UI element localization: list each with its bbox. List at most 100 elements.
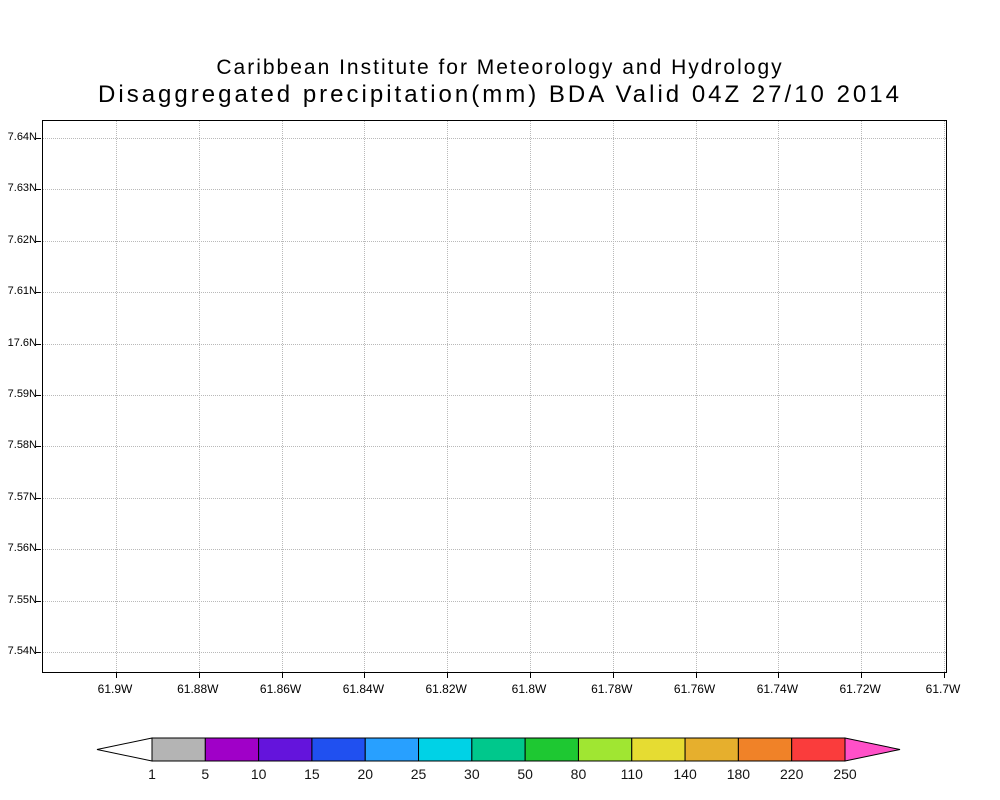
gridline-vertical <box>861 121 863 672</box>
gridline-horizontal <box>43 189 946 191</box>
colorbar-segment <box>364 737 420 762</box>
x-axis-tick-label: 61.72W <box>839 682 881 696</box>
colorbar-segment <box>737 737 793 762</box>
chart-subtitle: Disaggregated precipitation(mm) BDA Vali… <box>98 81 902 108</box>
colorbar-level-label: 5 <box>201 766 209 782</box>
colorbar-level-label: 30 <box>464 766 480 782</box>
colorbar-segment <box>471 737 526 762</box>
colorbar-level-label: 180 <box>727 766 751 782</box>
gridline-horizontal <box>43 138 946 139</box>
colorbar-level-label: 15 <box>304 766 320 782</box>
colorbar-level-label: 140 <box>673 766 697 782</box>
gridline-horizontal <box>43 395 946 396</box>
colorbar: 1 5 10 15 20 25 30 50 80 110 140 180 220 250 <box>96 737 901 782</box>
y-tick-mark <box>36 497 41 499</box>
colorbar-segment <box>577 737 633 762</box>
y-axis-tick-label: 7.58N <box>7 439 37 452</box>
gridline-horizontal <box>43 600 946 602</box>
y-tick-mark <box>36 549 41 551</box>
colorbar-segment <box>524 737 579 762</box>
x-axis-tick-label: 61.84W <box>342 682 385 696</box>
colorbar-level-label: 220 <box>780 766 804 782</box>
y-axis-tick-label: 7.62N <box>7 233 37 246</box>
y-tick-mark <box>36 600 41 602</box>
y-tick-mark <box>36 240 41 242</box>
gridline-vertical <box>447 121 449 672</box>
gridline-vertical <box>116 121 117 672</box>
y-axis-tick-label: 17.6N <box>7 336 37 349</box>
y-tick-mark <box>36 189 41 191</box>
colorbar-level-label: 250 <box>833 766 857 782</box>
colorbar-level-label: 25 <box>411 766 427 782</box>
x-axis-tick-label: 61.88W <box>177 682 219 696</box>
x-axis-tick-label: 61.9W <box>97 682 133 696</box>
y-tick-mark <box>36 446 41 448</box>
x-tick-mark <box>695 673 697 678</box>
gridline-vertical <box>364 121 366 672</box>
gridline-vertical <box>281 121 283 672</box>
x-tick-mark <box>281 673 283 678</box>
y-axis-tick-label: 7.61N <box>7 285 37 298</box>
y-tick-mark <box>36 343 41 345</box>
y-axis-tick-label: 7.56N <box>7 542 37 555</box>
x-tick-mark <box>612 673 614 678</box>
gridline-horizontal <box>43 343 946 345</box>
colorbar-underflow-arrow <box>96 737 153 762</box>
colorbar-level-label: 110 <box>621 766 644 782</box>
chart-title: Caribbean Institute for Meteorology and … <box>216 56 784 79</box>
y-tick-mark <box>36 138 41 139</box>
x-tick-mark <box>861 673 863 678</box>
y-tick-mark <box>36 652 41 653</box>
gridline-horizontal <box>43 652 946 653</box>
y-axis-tick-label: 7.54N <box>7 645 37 657</box>
gridline-vertical <box>944 121 945 672</box>
colorbar-level-label: 10 <box>251 766 267 782</box>
gridline-vertical <box>612 121 614 672</box>
y-tick-mark <box>36 395 41 396</box>
x-tick-mark <box>778 673 780 678</box>
x-axis-tick-label: 61.8W <box>511 682 547 696</box>
y-axis-tick-label: 7.59N <box>7 388 37 400</box>
colorbar-segment <box>684 737 739 762</box>
x-axis-tick-label: 61.76W <box>673 682 716 696</box>
x-tick-mark <box>198 673 200 678</box>
x-tick-mark <box>944 673 945 678</box>
colorbar-segment <box>258 737 313 762</box>
gridline-vertical <box>695 121 697 672</box>
gridline-horizontal <box>43 446 946 448</box>
colorbar-segment <box>311 737 366 762</box>
gridline-vertical <box>198 121 200 672</box>
y-axis-tick-label: 7.55N <box>7 593 37 606</box>
gridline-horizontal <box>43 497 946 499</box>
x-tick-mark <box>447 673 449 678</box>
colorbar-segment <box>791 737 846 762</box>
y-axis-tick-label: 7.64N <box>7 131 37 143</box>
colorbar-segment <box>204 737 260 762</box>
x-axis-tick-label: 61.7W <box>925 682 961 696</box>
x-tick-mark <box>116 673 117 678</box>
colorbar-segment <box>151 737 206 762</box>
x-tick-mark <box>364 673 366 678</box>
colorbar-level-label: 1 <box>148 766 156 782</box>
x-tick-mark <box>530 673 531 678</box>
y-axis-tick-label: 7.57N <box>7 490 37 503</box>
gridline-horizontal <box>43 549 946 551</box>
colorbar-segment <box>631 737 686 762</box>
y-tick-mark <box>36 292 41 294</box>
y-axis-tick-label: 7.63N <box>7 182 37 195</box>
colorbar-level-label: 20 <box>357 766 373 782</box>
gridline-vertical <box>530 121 531 672</box>
colorbar-level-label: 50 <box>517 766 533 782</box>
x-axis-tick-label: 61.74W <box>756 682 799 696</box>
colorbar-level-label: 80 <box>571 766 587 782</box>
colorbar-overflow-arrow <box>844 737 901 762</box>
colorbar-segment <box>418 737 473 762</box>
x-axis-tick-label: 61.82W <box>425 682 467 696</box>
plot-frame <box>36 120 947 678</box>
gridline-vertical <box>778 121 780 672</box>
x-axis-tick-label: 61.86W <box>259 682 302 696</box>
x-axis-tick-label: 61.78W <box>591 682 633 696</box>
gridline-horizontal <box>43 292 946 294</box>
gridline-horizontal <box>43 240 946 242</box>
